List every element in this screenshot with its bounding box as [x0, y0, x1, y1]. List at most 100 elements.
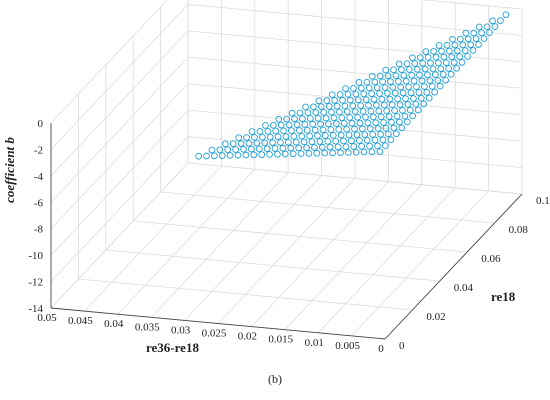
data-point	[382, 124, 390, 132]
data-point	[374, 142, 381, 150]
data-point	[351, 125, 358, 133]
y-tick-label: 0.06	[481, 253, 501, 265]
data-point	[365, 84, 373, 92]
data-point	[288, 109, 296, 117]
y-tick-label: 0	[399, 340, 405, 352]
data-point	[221, 140, 229, 148]
data-point	[387, 78, 394, 85]
data-point	[419, 59, 427, 67]
data-point	[396, 118, 403, 126]
data-point	[272, 127, 280, 135]
data-point	[298, 132, 306, 140]
data-point	[475, 23, 483, 31]
side-wall-grid-line	[187, 30, 523, 63]
data-point	[240, 145, 247, 153]
data-point	[296, 109, 304, 117]
data-point	[377, 113, 385, 121]
data-point	[434, 77, 442, 84]
data-point	[480, 35, 488, 42]
data-point	[350, 84, 357, 92]
data-point	[365, 102, 372, 109]
data-point	[303, 144, 310, 152]
data-point	[390, 124, 398, 132]
data-point	[262, 122, 269, 129]
data-point	[464, 53, 471, 60]
data-point	[435, 59, 442, 67]
data-point	[402, 95, 409, 103]
data-point	[418, 77, 426, 85]
data-point	[354, 96, 362, 104]
data-point	[226, 152, 234, 159]
data-point	[378, 95, 386, 103]
data-point	[218, 152, 226, 159]
data-point	[475, 41, 482, 48]
data-point	[287, 144, 295, 152]
floor-grid-line	[117, 168, 256, 315]
data-point	[409, 54, 416, 62]
z-tick-label: -2	[34, 144, 43, 156]
data-point	[275, 115, 283, 123]
figure-caption: (b)	[268, 372, 282, 386]
floor-grid-line	[251, 181, 389, 327]
data-point	[449, 35, 456, 43]
data-point	[382, 66, 390, 74]
data-point	[407, 89, 415, 97]
data-point	[309, 120, 317, 128]
data-point	[235, 134, 243, 142]
data-point	[422, 48, 430, 55]
data-point	[292, 138, 300, 146]
data-point	[317, 103, 325, 110]
data-point	[290, 133, 298, 140]
data-point	[478, 29, 485, 37]
data-point	[234, 151, 242, 159]
data-point	[326, 143, 334, 151]
data-point	[303, 126, 311, 134]
data-point	[430, 48, 437, 55]
data-point	[336, 91, 344, 98]
data-point	[224, 146, 232, 154]
data-point	[344, 90, 352, 98]
x-tick-label: 0.045	[68, 315, 93, 327]
x-tick-label: 0.005	[335, 340, 360, 352]
data-point	[483, 23, 491, 31]
data-point	[366, 142, 373, 150]
side-wall-grid-line	[187, 162, 523, 195]
data-point	[408, 71, 416, 79]
data-point	[443, 41, 451, 49]
data-point	[331, 97, 338, 104]
data-point	[281, 150, 289, 158]
data-point	[416, 54, 424, 61]
x-tick-label: 0.025	[202, 328, 227, 340]
data-point	[368, 72, 376, 80]
floor-grid-line	[217, 178, 356, 324]
data-point	[253, 139, 261, 147]
data-point	[319, 126, 327, 134]
x-tick-label: 0.035	[135, 321, 160, 333]
z-tick-label: -6	[34, 197, 44, 209]
data-point	[416, 71, 423, 79]
data-point	[424, 54, 432, 61]
data-point	[355, 137, 363, 144]
data-point	[391, 107, 398, 114]
data-point	[251, 134, 258, 141]
data-point	[237, 140, 245, 147]
data-point	[432, 53, 440, 61]
data-point	[446, 47, 453, 55]
floor-grid-line	[105, 249, 440, 282]
data-point	[322, 114, 330, 122]
z-tick-label: 0	[38, 118, 44, 130]
data-point	[428, 82, 436, 90]
data-point	[489, 17, 496, 25]
data-point	[491, 23, 499, 30]
data-point	[411, 60, 419, 67]
floor-grid-line	[84, 165, 222, 312]
back-wall-grid-line	[50, 162, 189, 309]
data-point	[373, 84, 381, 92]
data-point	[467, 41, 474, 49]
data-point	[421, 65, 429, 73]
x-tick-label: 0	[378, 343, 384, 355]
data-point	[472, 35, 480, 43]
data-point	[403, 60, 411, 68]
data-point	[402, 77, 410, 85]
